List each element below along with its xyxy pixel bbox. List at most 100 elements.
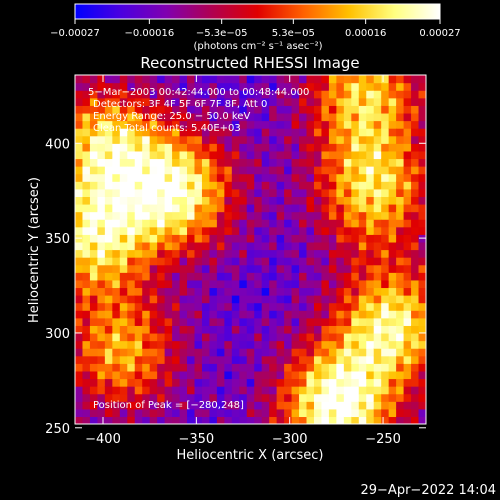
heatmap-cell [396,82,405,91]
heatmap-cell [351,416,360,424]
heatmap-cell [381,203,390,213]
heatmap-cell [336,112,345,122]
heatmap-cell [321,211,330,220]
heatmap-cell [291,287,300,296]
heatmap-cell [209,393,218,402]
heatmap-cell [119,143,128,152]
heatmap-cell [187,257,196,266]
heatmap-cell [411,279,420,289]
heatmap-cell [276,166,285,175]
heatmap-cell [299,408,308,418]
heatmap-cell [164,302,173,311]
heatmap-cell [291,370,300,380]
heatmap-cell [299,310,308,319]
heatmap-cell [104,173,113,182]
heatmap-cell [246,211,255,220]
heatmap-cell [328,340,337,349]
heatmap-cell [358,264,367,273]
heatmap-cell [75,188,84,197]
heatmap-cell [343,325,352,334]
heatmap-cell [239,211,248,220]
heatmap-cell [388,234,397,243]
heatmap-cell [403,408,412,418]
heatmap-cell [89,279,99,289]
y-tick-label: 400 [45,137,70,152]
heatmap-cell [172,234,181,243]
heatmap-cell [261,105,270,114]
heatmap-cell [89,143,99,152]
heatmap-cell [269,188,278,197]
heatmap-cell [134,82,143,91]
heatmap-cell [157,302,166,311]
heatmap-cell [75,332,84,342]
heatmap-cell [157,234,166,243]
heatmap-cell [336,105,345,114]
heatmap-cell [187,158,196,167]
heatmap-cell [299,302,308,311]
heatmap-cell [179,143,188,152]
heatmap-cell [127,279,136,289]
heatmap-cell [201,211,211,220]
heatmap-cell [97,355,106,364]
heatmap-cell [269,272,278,281]
heatmap-cell [403,386,412,395]
heatmap-cell [396,150,405,160]
heatmap-cell [276,241,285,251]
heatmap-cell [179,196,188,205]
heatmap-cell [179,158,188,167]
heatmap-cell [299,287,308,296]
heatmap-cell [246,97,255,106]
heatmap-cell [306,135,315,144]
heatmap-cell [254,302,263,311]
heatmap-cell [291,234,300,243]
heatmap-cell [216,97,225,106]
heatmap-cell [396,317,405,326]
heatmap-cell [261,90,270,99]
colorbar: −0.00027 −0.00016 −5.3e−05 5.3e−05 0.00016 0.… [50,3,461,52]
heatmap-cell [224,287,233,296]
heatmap-cell [269,128,278,137]
heatmap-cell [388,143,397,152]
heatmap-cell [351,370,360,380]
heatmap-cell [187,120,196,129]
heatmap-cell [89,287,99,296]
heatmap-cell [172,249,181,258]
heatmap-cell [187,249,196,258]
heatmap-cell [142,295,151,304]
heatmap-cell [388,135,397,144]
heatmap-cell [201,416,211,424]
heatmap-cell [336,378,345,387]
heatmap-cell [157,166,166,175]
heatmap-cell [291,355,300,364]
heatmap-cell [119,82,128,91]
heatmap-cell [299,257,308,266]
heatmap-cell [373,370,382,380]
heatmap-cell [209,310,218,319]
heatmap-cell [381,332,390,342]
heatmap-cell [119,370,128,380]
heatmap-cell [112,393,121,402]
heatmap-cell [351,196,360,205]
heatmap-cell [224,249,233,258]
heatmap-cell [209,203,218,213]
heatmap-cell [396,386,405,395]
heatmap-cell [157,158,166,167]
heatmap-cell [328,196,337,205]
heatmap-cell [261,287,270,296]
heatmap-cell [127,317,136,326]
heatmap-cell [127,272,136,281]
heatmap-cell [216,386,225,395]
heatmap-cell [82,378,91,387]
heatmap-cell [373,112,382,122]
heatmap-cell [343,188,352,197]
heatmap-cell [306,310,315,319]
heatmap-cell [194,105,203,114]
heatmap-cell [231,196,240,205]
heatmap-cell [388,310,397,319]
heatmap-cell [358,378,367,387]
heatmap-cell [187,355,196,364]
heatmap-cell [142,128,151,137]
heatmap-cell [127,82,136,91]
heatmap-cell [209,173,218,182]
